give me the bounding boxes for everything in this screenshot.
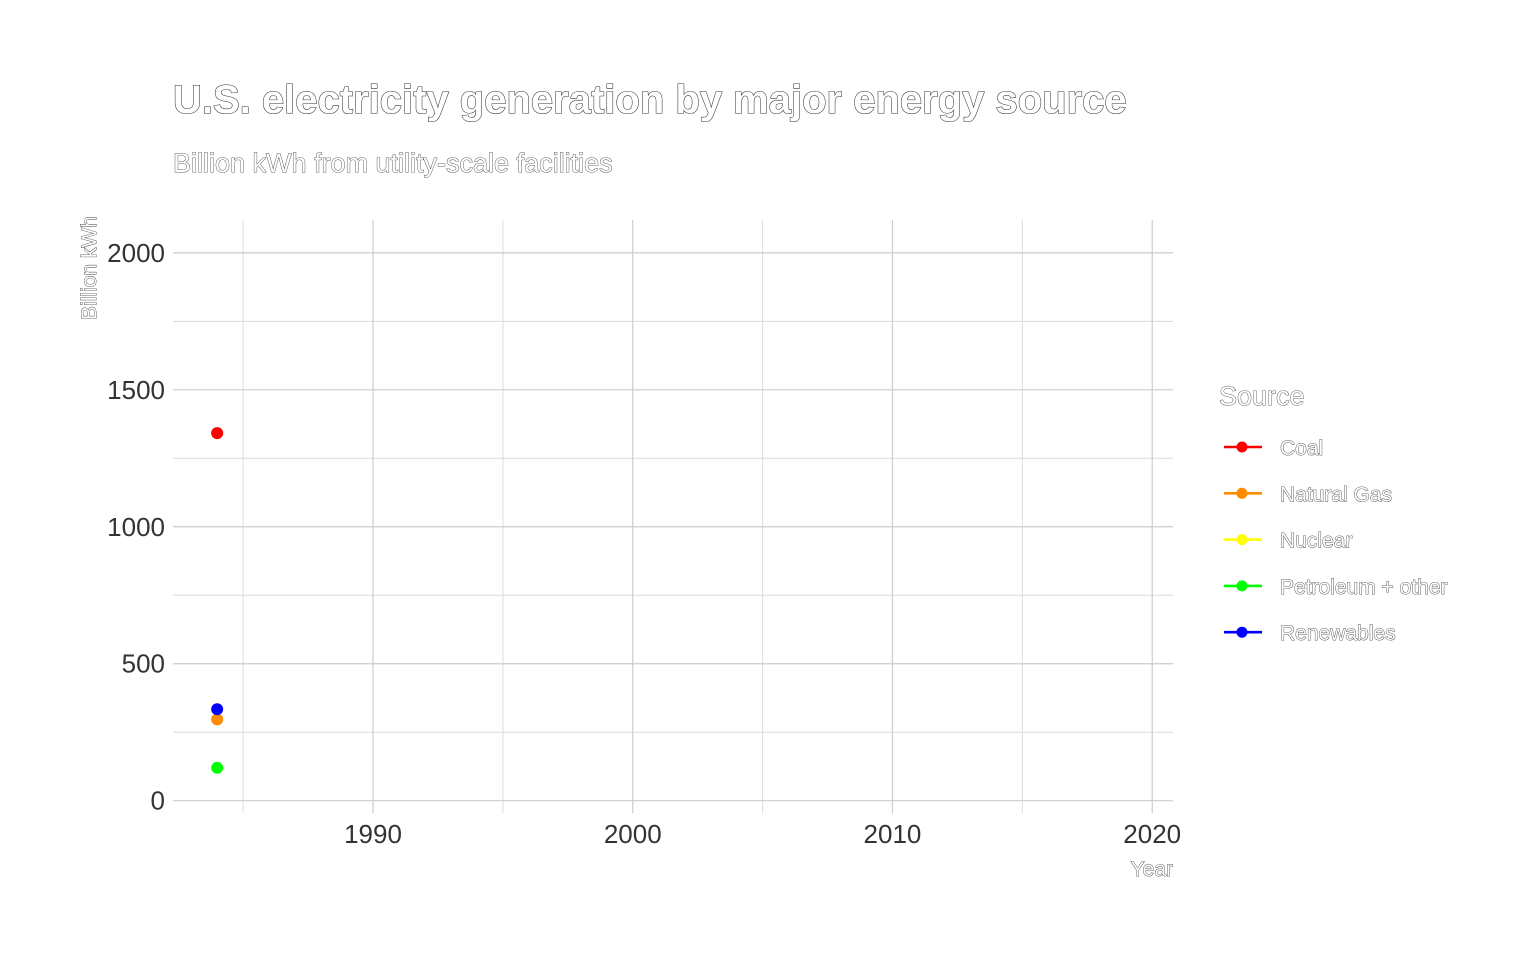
legend-title: Source bbox=[1219, 381, 1305, 411]
y-tick-label: 1500 bbox=[107, 375, 165, 405]
legend-key-point bbox=[1236, 626, 1248, 638]
x-tick-label: 1990 bbox=[344, 819, 402, 849]
x-tick-label: 2020 bbox=[1123, 819, 1181, 849]
grid bbox=[173, 220, 1173, 813]
legend-label: Coal bbox=[1280, 437, 1323, 460]
legend-label: Petroleum + other bbox=[1280, 576, 1448, 599]
axis-ticks: 1990 2000 2010 2020 0 500 1000 1500 2000 bbox=[107, 238, 1181, 849]
x-tick-label: 2000 bbox=[604, 819, 662, 849]
legend: Source Coal Natural Gas Nuclear Petroleum +… bbox=[1219, 381, 1448, 646]
data-point bbox=[211, 713, 224, 726]
legend-key-point bbox=[1236, 580, 1248, 592]
legend-key-point bbox=[1236, 487, 1248, 499]
y-tick-label: 2000 bbox=[107, 238, 165, 268]
legend-key-point bbox=[1236, 534, 1248, 546]
y-tick-label: 1000 bbox=[107, 512, 165, 542]
legend-label: Renewables bbox=[1280, 622, 1396, 645]
data-point bbox=[211, 703, 224, 716]
data-point bbox=[211, 427, 224, 440]
data-point bbox=[211, 761, 224, 774]
legend-key-point bbox=[1236, 441, 1248, 453]
legend-label: Nuclear bbox=[1280, 530, 1352, 553]
y-tick-label: 0 bbox=[151, 786, 165, 816]
chart-title: U.S. electricity generation by major ene… bbox=[173, 78, 1127, 122]
x-axis-label: Year bbox=[1131, 858, 1173, 881]
chart-subtitle: Billion kWh from utility-scale facilitie… bbox=[173, 148, 613, 178]
y-axis-label: Billion kWh bbox=[78, 216, 101, 320]
y-tick-label: 500 bbox=[122, 649, 165, 679]
x-tick-label: 2010 bbox=[864, 819, 922, 849]
legend-label: Natural Gas bbox=[1280, 483, 1392, 506]
data-points bbox=[211, 427, 224, 774]
